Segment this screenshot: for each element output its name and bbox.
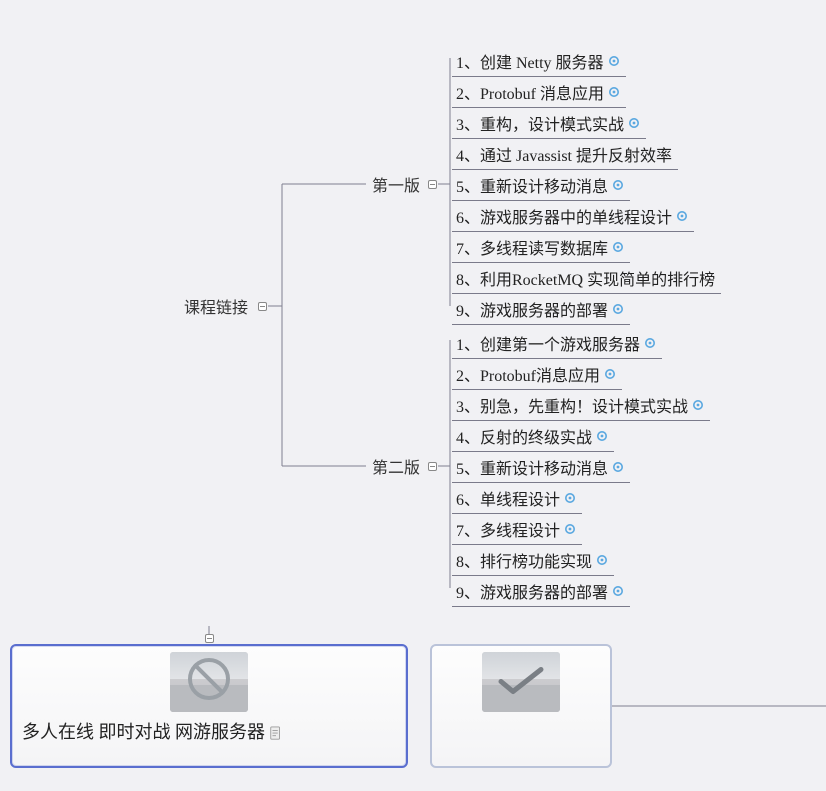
branch-v1[interactable]: 第一版	[368, 172, 424, 196]
leaf-item[interactable]: 6、单线程设计	[452, 483, 582, 514]
leaf-text: 2、Protobuf 消息应用	[456, 80, 604, 104]
link-icon	[612, 585, 624, 597]
leaf-text: 5、重新设计移动消息	[456, 173, 608, 197]
leaf-text: 4、反射的终级实战	[456, 424, 592, 448]
leaf-item[interactable]: 5、重新设计移动消息	[452, 452, 630, 483]
leaf-item[interactable]: 8、排行榜功能实现	[452, 545, 614, 576]
root-node[interactable]: 课程链接	[180, 294, 252, 318]
leaf-item[interactable]: 4、通过 Javassist 提升反射效率	[452, 139, 678, 170]
link-icon	[612, 241, 624, 253]
card-main[interactable]: 多人在线 即时对战 网游服务器	[10, 644, 408, 768]
branch-v2-junction[interactable]	[428, 462, 437, 471]
leaf-item[interactable]: 1、创建第一个游戏服务器	[452, 328, 662, 359]
leaf-item[interactable]: 2、Protobuf 消息应用	[452, 77, 626, 108]
card-secondary[interactable]	[430, 644, 612, 768]
card-secondary-thumb	[482, 652, 560, 712]
leaf-item[interactable]: 7、多线程设计	[452, 514, 582, 545]
leaf-text: 1、创建第一个游戏服务器	[456, 331, 640, 355]
leaf-text: 9、游戏服务器的部署	[456, 297, 608, 321]
leaf-item[interactable]: 7、多线程读写数据库	[452, 232, 630, 263]
leaf-item[interactable]: 8、利用RocketMQ 实现简单的排行榜	[452, 263, 721, 294]
leaf-text: 1、创建 Netty 服务器	[456, 49, 604, 73]
link-icon	[604, 368, 616, 380]
leaf-item[interactable]: 6、游戏服务器中的单线程设计	[452, 201, 694, 232]
card-main-junction[interactable]	[205, 634, 214, 643]
root-label: 课程链接	[180, 298, 252, 319]
leaf-item[interactable]: 9、游戏服务器的部署	[452, 294, 630, 325]
link-icon	[612, 461, 624, 473]
root-junction[interactable]	[258, 302, 267, 311]
document-icon	[269, 724, 283, 738]
leaf-item[interactable]: 5、重新设计移动消息	[452, 170, 630, 201]
leaf-text: 8、利用RocketMQ 实现简单的排行榜	[456, 266, 715, 290]
leaf-text: 3、别急，先重构！设计模式实战	[456, 393, 688, 417]
link-icon	[608, 55, 620, 67]
link-icon	[676, 210, 688, 222]
leaf-text: 9、游戏服务器的部署	[456, 579, 608, 603]
leaf-text: 6、单线程设计	[456, 486, 560, 510]
leaf-item[interactable]: 1、创建 Netty 服务器	[452, 46, 626, 77]
leaf-text: 6、游戏服务器中的单线程设计	[456, 204, 672, 228]
branch-v2-label: 第二版	[368, 458, 424, 479]
branch-v1-label: 第一版	[368, 176, 424, 197]
leaf-text: 8、排行榜功能实现	[456, 548, 592, 572]
link-icon	[612, 303, 624, 315]
leaf-item[interactable]: 4、反射的终级实战	[452, 421, 614, 452]
link-icon	[564, 492, 576, 504]
leaf-item[interactable]: 3、重构，设计模式实战	[452, 108, 646, 139]
card-main-caption: 多人在线 即时对战 网游服务器	[22, 718, 265, 744]
link-icon	[608, 86, 620, 98]
branch-v2[interactable]: 第二版	[368, 454, 424, 478]
leaf-text: 2、Protobuf消息应用	[456, 362, 600, 386]
leaf-text: 3、重构，设计模式实战	[456, 111, 624, 135]
leaf-text: 5、重新设计移动消息	[456, 455, 608, 479]
link-icon	[564, 523, 576, 535]
leaf-text: 4、通过 Javassist 提升反射效率	[456, 142, 672, 166]
link-icon	[612, 179, 624, 191]
card-main-thumb	[170, 652, 248, 712]
leaf-item[interactable]: 3、别急，先重构！设计模式实战	[452, 390, 710, 421]
branch-v1-junction[interactable]	[428, 180, 437, 189]
link-icon	[644, 337, 656, 349]
mindmap-canvas: 课程链接 第一版 第二版 1、创建 Netty 服务器 2、Protobuf 消息…	[0, 0, 826, 791]
leaf-text: 7、多线程读写数据库	[456, 235, 608, 259]
link-icon	[628, 117, 640, 129]
leaf-item[interactable]: 2、Protobuf消息应用	[452, 359, 622, 390]
link-icon	[596, 554, 608, 566]
leaf-text: 7、多线程设计	[456, 517, 560, 541]
link-icon	[692, 399, 704, 411]
link-icon	[596, 430, 608, 442]
leaf-item[interactable]: 9、游戏服务器的部署	[452, 576, 630, 607]
